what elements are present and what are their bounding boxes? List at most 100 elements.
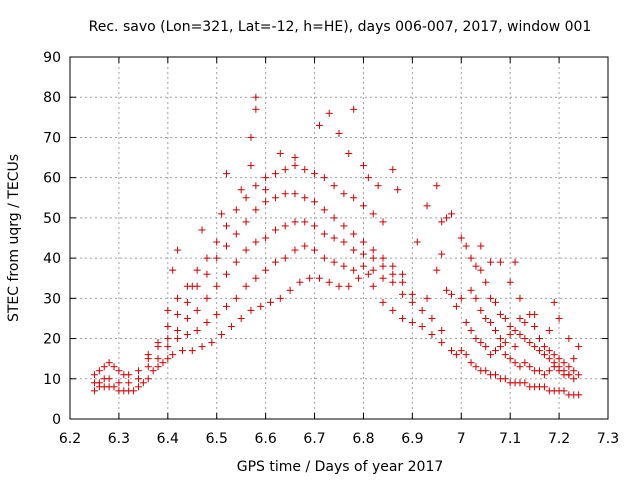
data-point xyxy=(223,242,231,250)
data-point xyxy=(350,246,358,254)
data-point xyxy=(144,363,152,371)
data-point xyxy=(516,331,524,339)
data-point xyxy=(144,351,152,359)
x-tick-label: 6.8 xyxy=(352,431,374,447)
data-point xyxy=(472,363,480,371)
data-point xyxy=(174,327,182,335)
data-point xyxy=(457,234,465,242)
data-point xyxy=(565,335,573,343)
data-point xyxy=(516,314,524,322)
data-point xyxy=(340,262,348,270)
data-point xyxy=(311,222,319,230)
data-point xyxy=(452,351,460,359)
data-point xyxy=(95,367,103,375)
data-point xyxy=(457,294,465,302)
data-point xyxy=(555,355,563,363)
data-point xyxy=(154,339,162,347)
data-point xyxy=(203,254,211,262)
data-point xyxy=(389,270,397,278)
data-point xyxy=(193,266,201,274)
data-point xyxy=(364,270,372,278)
data-point xyxy=(90,371,98,379)
data-point xyxy=(223,170,231,178)
data-point xyxy=(164,335,172,343)
x-tick-label: 7.2 xyxy=(548,431,570,447)
data-point xyxy=(482,343,490,351)
data-point xyxy=(575,343,583,351)
data-point xyxy=(399,278,407,286)
data-point xyxy=(198,343,206,351)
data-point xyxy=(575,371,583,379)
data-point xyxy=(565,371,573,379)
data-point xyxy=(521,379,529,387)
data-point xyxy=(262,186,270,194)
data-point xyxy=(545,355,553,363)
x-tick-label: 6.3 xyxy=(108,431,130,447)
data-point xyxy=(492,327,500,335)
data-point xyxy=(501,375,509,383)
grid xyxy=(70,57,608,419)
data-point xyxy=(467,327,475,335)
data-point xyxy=(330,214,338,222)
data-point xyxy=(418,306,426,314)
data-point xyxy=(320,174,328,182)
data-point xyxy=(496,335,504,343)
data-point xyxy=(320,206,328,214)
data-point xyxy=(110,383,118,391)
data-point xyxy=(477,266,485,274)
y-tick-label: 70 xyxy=(43,130,61,146)
data-point xyxy=(570,375,578,383)
data-point xyxy=(443,286,451,294)
data-point xyxy=(526,339,534,347)
data-point xyxy=(242,218,250,226)
data-point xyxy=(237,314,245,322)
data-point xyxy=(134,383,142,391)
data-point xyxy=(223,270,231,278)
data-point xyxy=(105,375,113,383)
x-axis-label: GPS time / Days of year 2017 xyxy=(237,459,444,475)
data-point xyxy=(281,190,289,198)
data-point xyxy=(511,327,519,335)
data-point xyxy=(330,182,338,190)
data-point xyxy=(198,226,206,234)
data-point xyxy=(492,371,500,379)
data-point xyxy=(237,186,245,194)
data-point xyxy=(467,359,475,367)
data-point xyxy=(159,359,167,367)
data-point xyxy=(315,274,323,282)
data-point xyxy=(477,339,485,347)
data-point xyxy=(492,347,500,355)
data-point xyxy=(345,150,353,158)
y-tick-label: 30 xyxy=(43,291,61,307)
y-tick-label: 40 xyxy=(43,251,61,267)
data-point xyxy=(267,298,275,306)
data-point xyxy=(311,170,319,178)
data-point xyxy=(364,174,372,182)
y-tick-label: 60 xyxy=(43,171,61,187)
x-tick-label: 7.3 xyxy=(597,431,619,447)
data-point xyxy=(433,182,441,190)
data-point xyxy=(252,274,260,282)
data-point xyxy=(223,302,231,310)
data-point xyxy=(178,347,186,355)
data-point xyxy=(462,242,470,250)
data-point xyxy=(506,278,514,286)
data-point xyxy=(472,262,480,270)
data-point xyxy=(242,194,250,202)
data-point xyxy=(472,294,480,302)
data-point xyxy=(227,322,235,330)
data-point xyxy=(428,314,436,322)
data-point xyxy=(408,298,416,306)
data-point xyxy=(291,218,299,226)
data-point xyxy=(271,258,279,266)
data-point xyxy=(115,367,123,375)
data-point xyxy=(164,343,172,351)
data-point xyxy=(536,367,544,375)
data-point xyxy=(281,222,289,230)
data-point xyxy=(531,322,539,330)
data-point xyxy=(482,367,490,375)
data-point xyxy=(359,262,367,270)
data-point xyxy=(213,310,221,318)
data-point xyxy=(492,298,500,306)
